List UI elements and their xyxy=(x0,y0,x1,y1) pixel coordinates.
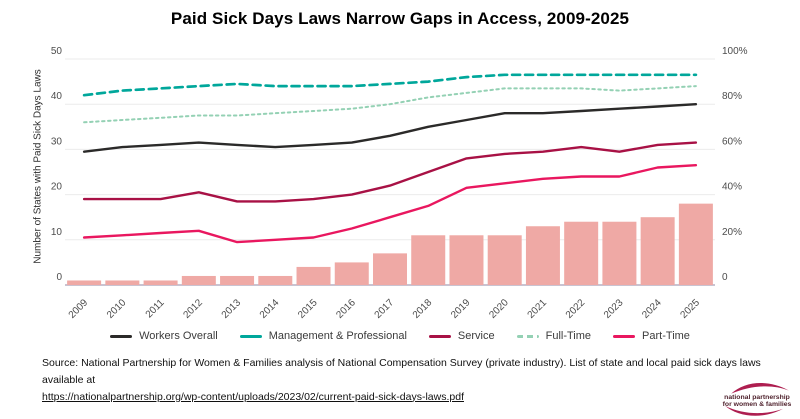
x-tick-label: 2014 xyxy=(258,297,282,321)
legend-swatch-0 xyxy=(110,334,133,338)
bar-2025 xyxy=(678,203,713,285)
source-link[interactable]: https://nationalpartnership.org/wp-conte… xyxy=(42,390,464,403)
logo-top-arc-icon xyxy=(731,382,789,394)
bar-2021 xyxy=(525,226,560,285)
legend-swatch-3 xyxy=(516,334,539,338)
line-full-time xyxy=(83,85,697,124)
bar-2015 xyxy=(296,266,331,285)
x-tick-label: 2019 xyxy=(449,297,473,321)
y-tick-right: 80% xyxy=(722,91,742,102)
bar-2016 xyxy=(334,262,369,285)
line-service xyxy=(82,141,698,203)
bar-2020 xyxy=(487,235,522,285)
line-workers-overall xyxy=(82,102,698,153)
y-tick-right: 100% xyxy=(722,46,748,57)
bar-2013 xyxy=(220,275,255,285)
y-tick-left: 20 xyxy=(51,182,63,193)
line-management-professional xyxy=(82,73,698,97)
chart-title: Paid Sick Days Laws Narrow Gaps in Acces… xyxy=(170,9,630,28)
source-note: Source: National Partnership for Women &… xyxy=(42,355,787,405)
x-tick-label: 2017 xyxy=(373,297,397,321)
x-tick-label: 2020 xyxy=(487,297,511,321)
legend-label: Workers Overall xyxy=(139,330,218,342)
x-tick-label: 2011 xyxy=(144,297,167,320)
y-tick-right: 20% xyxy=(722,227,742,238)
x-tick-label: 2022 xyxy=(564,297,588,321)
y-tick-right: 60% xyxy=(722,136,742,147)
y-tick-left: 0 xyxy=(56,272,62,283)
org-logo: national partnership for women & familie… xyxy=(723,382,792,416)
legend-swatch-2 xyxy=(428,334,451,338)
y-tick-right: 40% xyxy=(722,182,742,193)
y-tick-left: 40 xyxy=(51,91,63,102)
x-tick-label: 2012 xyxy=(181,297,205,321)
bar-2017 xyxy=(373,253,407,285)
bar-2010 xyxy=(105,280,140,285)
bar-2018 xyxy=(411,235,446,285)
chart-legend: Workers Overall Management & Professiona… xyxy=(0,330,800,342)
x-tick-label: 2018 xyxy=(411,297,435,321)
bar-2012 xyxy=(181,275,216,285)
source-text: Source: National Partnership for Women &… xyxy=(42,357,761,386)
x-tick-label: 2024 xyxy=(640,297,664,321)
legend-item-management-professional: Management & Professional xyxy=(239,330,407,342)
y-tick-left: 10 xyxy=(51,227,63,238)
legend-label: Full-Time xyxy=(545,330,592,342)
y-tick-right: 0 xyxy=(722,272,728,283)
x-tick-label: 2025 xyxy=(678,297,702,321)
y-tick-left: 30 xyxy=(51,136,63,147)
bar-2011 xyxy=(143,280,178,285)
x-tick-label: 2009 xyxy=(67,297,91,321)
bar-2024 xyxy=(640,217,675,285)
bar-2023 xyxy=(602,221,637,285)
bar-2009 xyxy=(67,280,102,285)
x-tick-label: 2016 xyxy=(334,297,358,321)
line-part-time xyxy=(82,163,698,244)
x-tick-label: 2021 xyxy=(526,297,550,321)
logo-bottom-arc-icon xyxy=(725,405,783,416)
legend-item-workers-overall: Workers Overall xyxy=(110,330,218,342)
x-tick-label: 2010 xyxy=(105,297,129,321)
x-tick-label: 2023 xyxy=(602,297,626,321)
x-tick-label: 2015 xyxy=(296,297,320,321)
legend-label: Service xyxy=(457,330,495,342)
bar-2019 xyxy=(449,235,484,285)
logo-text-line2: for women & families xyxy=(723,401,792,408)
legend-item-part-time: Part-Time xyxy=(613,330,690,342)
legend-label: Part-Time xyxy=(642,330,690,342)
legend-label: Management & Professional xyxy=(268,330,407,342)
legend-item-service: Service xyxy=(428,330,495,342)
bar-2022 xyxy=(564,221,599,285)
legend-swatch-4 xyxy=(613,334,636,338)
logo-text-line1: national partnership xyxy=(724,394,790,401)
bar-2014 xyxy=(258,275,293,285)
legend-item-full-time: Full-Time xyxy=(516,330,592,342)
legend-swatch-1 xyxy=(239,334,262,338)
x-tick-label: 2013 xyxy=(220,297,244,321)
y-tick-left: 50 xyxy=(51,46,63,57)
